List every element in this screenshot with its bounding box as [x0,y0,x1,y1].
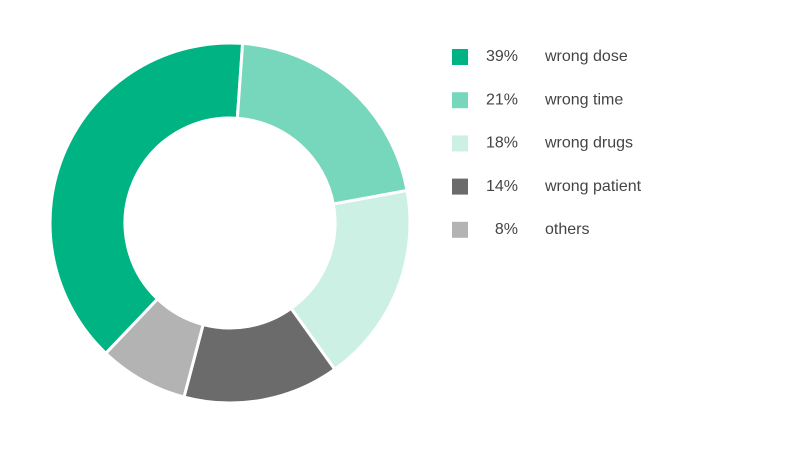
donut-slice [235,41,409,206]
legend-swatch [452,178,468,195]
legend-value: 21% [486,91,518,108]
donut-slice [48,41,245,356]
legend-swatch [452,92,468,109]
legend-value: 8% [495,221,518,238]
legend-swatch [452,135,468,152]
legend-label: others [545,221,589,238]
legend-value: 39% [486,48,518,65]
donut-slice [103,296,205,399]
legend-label: wrong time [544,91,623,108]
legend-swatch [452,49,468,65]
legend-label: wrong patient [544,178,642,195]
donut-slice [289,188,412,372]
legend-swatch [452,221,468,238]
legend-value: 18% [486,135,518,152]
legend-label: wrong dose [544,48,628,65]
legend-value: 14% [486,178,518,195]
legend-label: wrong drugs [544,135,633,152]
